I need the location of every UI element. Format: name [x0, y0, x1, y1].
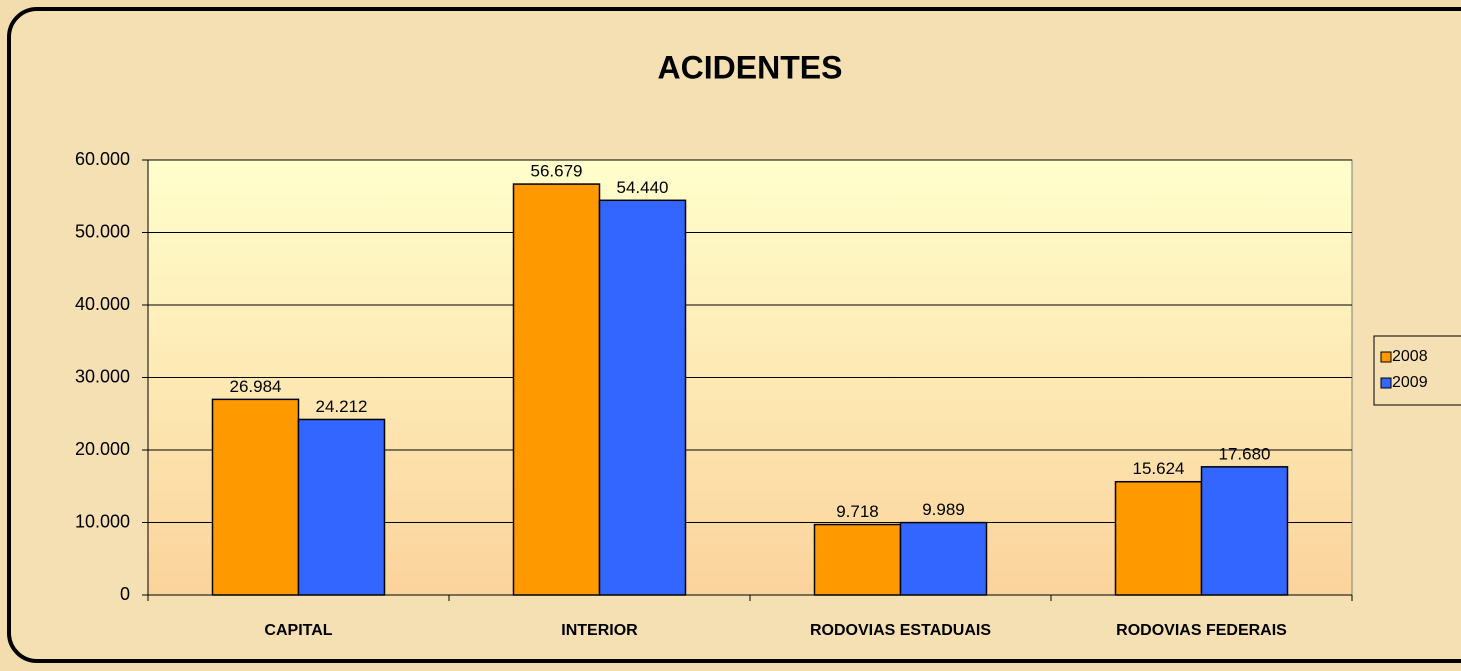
legend-label: 2008 [1392, 348, 1428, 365]
x-tick-label: INTERIOR [561, 622, 638, 639]
bar [1200, 466, 1289, 596]
y-tick-label: 50.000 [75, 221, 130, 241]
value-label: 9.989 [922, 500, 965, 519]
x-tick-label: RODOVIAS FEDERAIS [1116, 622, 1287, 639]
y-tick-label: 40.000 [75, 294, 130, 314]
bar [1114, 480, 1203, 596]
legend-label: 2009 [1392, 374, 1428, 391]
legend-box [1373, 335, 1461, 406]
legend-swatch [1380, 377, 1392, 389]
x-tick-label: RODOVIAS ESTADUAIS [810, 622, 991, 639]
bar [211, 398, 300, 596]
bar [813, 523, 902, 596]
value-label: 56.679 [531, 162, 583, 181]
legend-swatch [1380, 351, 1392, 363]
y-tick-label: 30.000 [75, 366, 130, 386]
value-label: 54.440 [617, 178, 669, 197]
x-tick-label: CAPITAL [264, 622, 332, 639]
y-tick-label: 20.000 [75, 439, 130, 459]
bar [297, 418, 386, 596]
y-tick-label: 0 [120, 584, 130, 604]
chart-title: ACIDENTES [658, 49, 843, 85]
value-label: 26.984 [230, 377, 282, 396]
value-label: 9.718 [836, 502, 879, 521]
bar [899, 521, 988, 596]
value-label: 15.624 [1133, 459, 1185, 478]
value-label: 17.680 [1219, 444, 1271, 463]
bar [512, 183, 601, 596]
bar [598, 199, 687, 596]
y-tick-label: 10.000 [75, 511, 130, 531]
value-label: 24.212 [316, 397, 368, 416]
y-tick-label: 60.000 [75, 149, 130, 169]
